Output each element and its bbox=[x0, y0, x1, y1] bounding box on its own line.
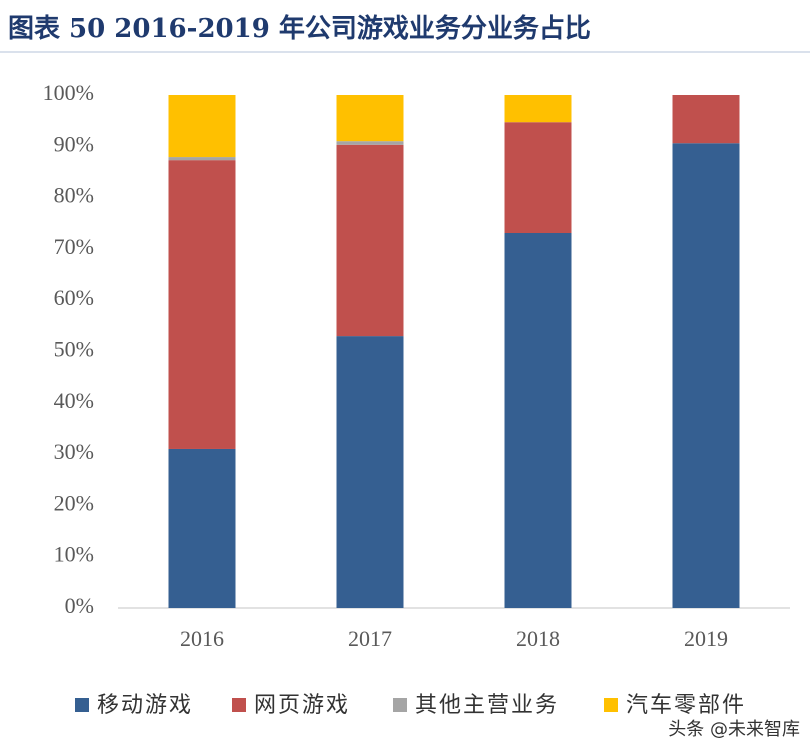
y-tick-label: 40% bbox=[54, 388, 94, 413]
bar-segment bbox=[672, 95, 740, 144]
bar-segment bbox=[336, 336, 404, 608]
chart-title: 图表 50 2016-2019 年公司游戏业务分业务占比 bbox=[8, 13, 591, 44]
bar-segment bbox=[504, 232, 572, 608]
legend-label: 网页游戏 bbox=[254, 693, 350, 718]
bar-segment bbox=[168, 95, 236, 158]
legend-swatch bbox=[604, 698, 618, 712]
x-tick-label: 2018 bbox=[516, 626, 560, 651]
x-tick-label: 2017 bbox=[348, 626, 392, 651]
legend-swatch bbox=[75, 698, 89, 712]
legend-swatch bbox=[232, 698, 246, 712]
x-tick-label: 2019 bbox=[684, 626, 728, 651]
y-tick-label: 60% bbox=[54, 285, 94, 310]
bar-segment bbox=[168, 448, 236, 608]
legend-label: 其他主营业务 bbox=[415, 693, 559, 718]
bar-segment bbox=[504, 122, 572, 233]
legend-swatch bbox=[393, 698, 407, 712]
bar-segment bbox=[504, 95, 572, 123]
bar-segment bbox=[336, 141, 404, 145]
legend-label: 汽车零部件 bbox=[626, 693, 746, 718]
x-tick-label: 2016 bbox=[180, 626, 224, 651]
bar-segment bbox=[672, 143, 740, 609]
y-tick-label: 30% bbox=[54, 439, 94, 464]
bar-segment bbox=[336, 95, 404, 142]
y-tick-label: 80% bbox=[54, 183, 94, 208]
y-tick-label: 50% bbox=[54, 337, 94, 362]
y-tick-label: 100% bbox=[43, 80, 94, 105]
y-tick-label: 70% bbox=[54, 234, 94, 259]
bar-segment bbox=[168, 157, 236, 161]
y-tick-label: 0% bbox=[65, 593, 94, 618]
legend-label: 移动游戏 bbox=[97, 693, 193, 718]
bar-segment bbox=[336, 144, 404, 337]
y-tick-label: 90% bbox=[54, 131, 94, 156]
y-tick-label: 10% bbox=[54, 542, 94, 567]
bar-segment bbox=[168, 160, 236, 449]
y-tick-label: 20% bbox=[54, 490, 94, 515]
watermark: 头条 @未来智库 bbox=[668, 719, 800, 740]
